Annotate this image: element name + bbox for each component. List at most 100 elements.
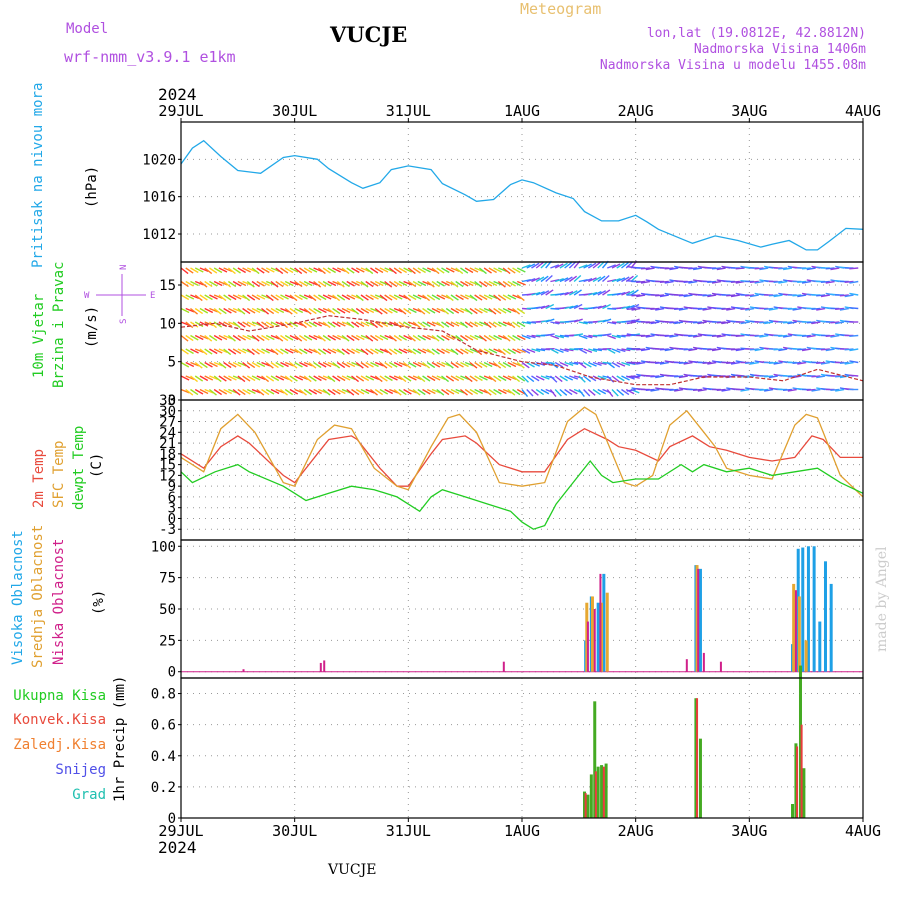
wind-barb [498, 321, 507, 327]
wind-barb [313, 321, 323, 327]
wind-barb [797, 348, 807, 351]
bar-mark [694, 698, 698, 818]
wind-barb [806, 388, 816, 391]
wind-barb [535, 261, 544, 269]
wind-barb [374, 334, 384, 341]
wind-barb [204, 334, 213, 342]
y-tick-label: 30 [159, 404, 176, 420]
wind-barb [445, 307, 455, 315]
y-tick-label: 10 [159, 316, 176, 332]
wind-barb [688, 280, 698, 284]
wind-barb [384, 307, 393, 314]
wind-barb [493, 388, 502, 395]
wind-barb [218, 361, 227, 369]
wind-barb [645, 321, 655, 324]
wind-barb [455, 307, 465, 314]
bar-mark [596, 602, 600, 672]
wind-barb [303, 348, 313, 354]
wind-barb [436, 348, 445, 355]
wind-barb [374, 348, 384, 354]
wind-barb [483, 307, 493, 313]
y-tick-label: 18 [159, 447, 176, 463]
wind-barb [265, 334, 275, 341]
wind-barb [754, 280, 764, 284]
wind-barb [313, 307, 322, 314]
bar-mark [602, 766, 605, 818]
wind-barb [550, 361, 559, 369]
wind-barb [317, 334, 326, 342]
wind-barb [270, 375, 280, 382]
wind-barb [199, 361, 208, 369]
wind-barb [232, 361, 242, 368]
wind-barb [412, 348, 422, 355]
wind-barb [849, 292, 859, 296]
wind-barb [441, 267, 450, 274]
wind-barb [497, 307, 507, 314]
wind-barb [464, 361, 474, 367]
wind-barb [597, 375, 607, 380]
wind-barb [464, 321, 474, 328]
wind-barb [497, 375, 507, 382]
wind-barb [564, 276, 573, 283]
wind-barb [450, 280, 459, 288]
wind-barb [849, 334, 859, 337]
bar-mark [605, 592, 609, 672]
bar-mark [812, 546, 816, 672]
wind-barb [213, 348, 223, 354]
wind-barb [478, 267, 487, 275]
wind-barb [626, 321, 636, 325]
wind-barb [621, 261, 629, 269]
wind-barb [606, 389, 614, 398]
wind-barb [564, 348, 574, 352]
wind-barb [441, 348, 450, 354]
wind-barb [526, 263, 536, 269]
wind-barb [460, 361, 469, 368]
bar-mark [242, 669, 245, 672]
wind-barb [389, 388, 398, 394]
wind-barb [559, 388, 568, 396]
wind-barb [232, 267, 241, 274]
wind-barb [726, 307, 736, 311]
wind-barb [194, 361, 203, 369]
wind-barb [811, 375, 821, 378]
wind-barb [298, 321, 307, 329]
wind-barb [360, 348, 369, 356]
wind-barb [735, 280, 745, 284]
wind-barb [450, 388, 460, 395]
wind-barb [512, 348, 521, 354]
compass-e: E [150, 291, 155, 301]
wind-barb [227, 267, 236, 275]
wind-barb [616, 262, 625, 269]
wind-barb [488, 267, 497, 274]
wind-barb [583, 263, 592, 269]
wind-barb [332, 388, 341, 395]
wind-barb [232, 334, 241, 342]
wind-barb [469, 321, 479, 328]
wind-barb [332, 348, 342, 354]
wind-barb [607, 264, 616, 269]
wind-barb [204, 294, 213, 301]
wind-barb [464, 348, 474, 354]
wind-barb [441, 388, 450, 396]
wind-barb [616, 375, 625, 382]
wind-barb [337, 334, 346, 340]
y-tick-label: 5 [168, 355, 176, 371]
wind-barb [379, 307, 388, 315]
wind-barb [507, 361, 517, 368]
wind-barb [488, 388, 497, 396]
wind-unit: (m/s) [84, 306, 100, 348]
wind-barb [289, 375, 298, 382]
wind-barb [820, 348, 830, 351]
wind-barb [521, 361, 530, 369]
wind-barb [597, 275, 606, 283]
wind-barb [455, 321, 465, 327]
wind-barb [816, 294, 826, 297]
wind-barb [275, 334, 284, 342]
bar-mark [797, 596, 801, 672]
wind-barb [246, 321, 256, 327]
wind-barb [844, 361, 854, 365]
wind-barb [583, 348, 593, 354]
wind-barb [659, 294, 669, 298]
wind-barb [535, 388, 545, 396]
wind-barb [844, 294, 854, 298]
